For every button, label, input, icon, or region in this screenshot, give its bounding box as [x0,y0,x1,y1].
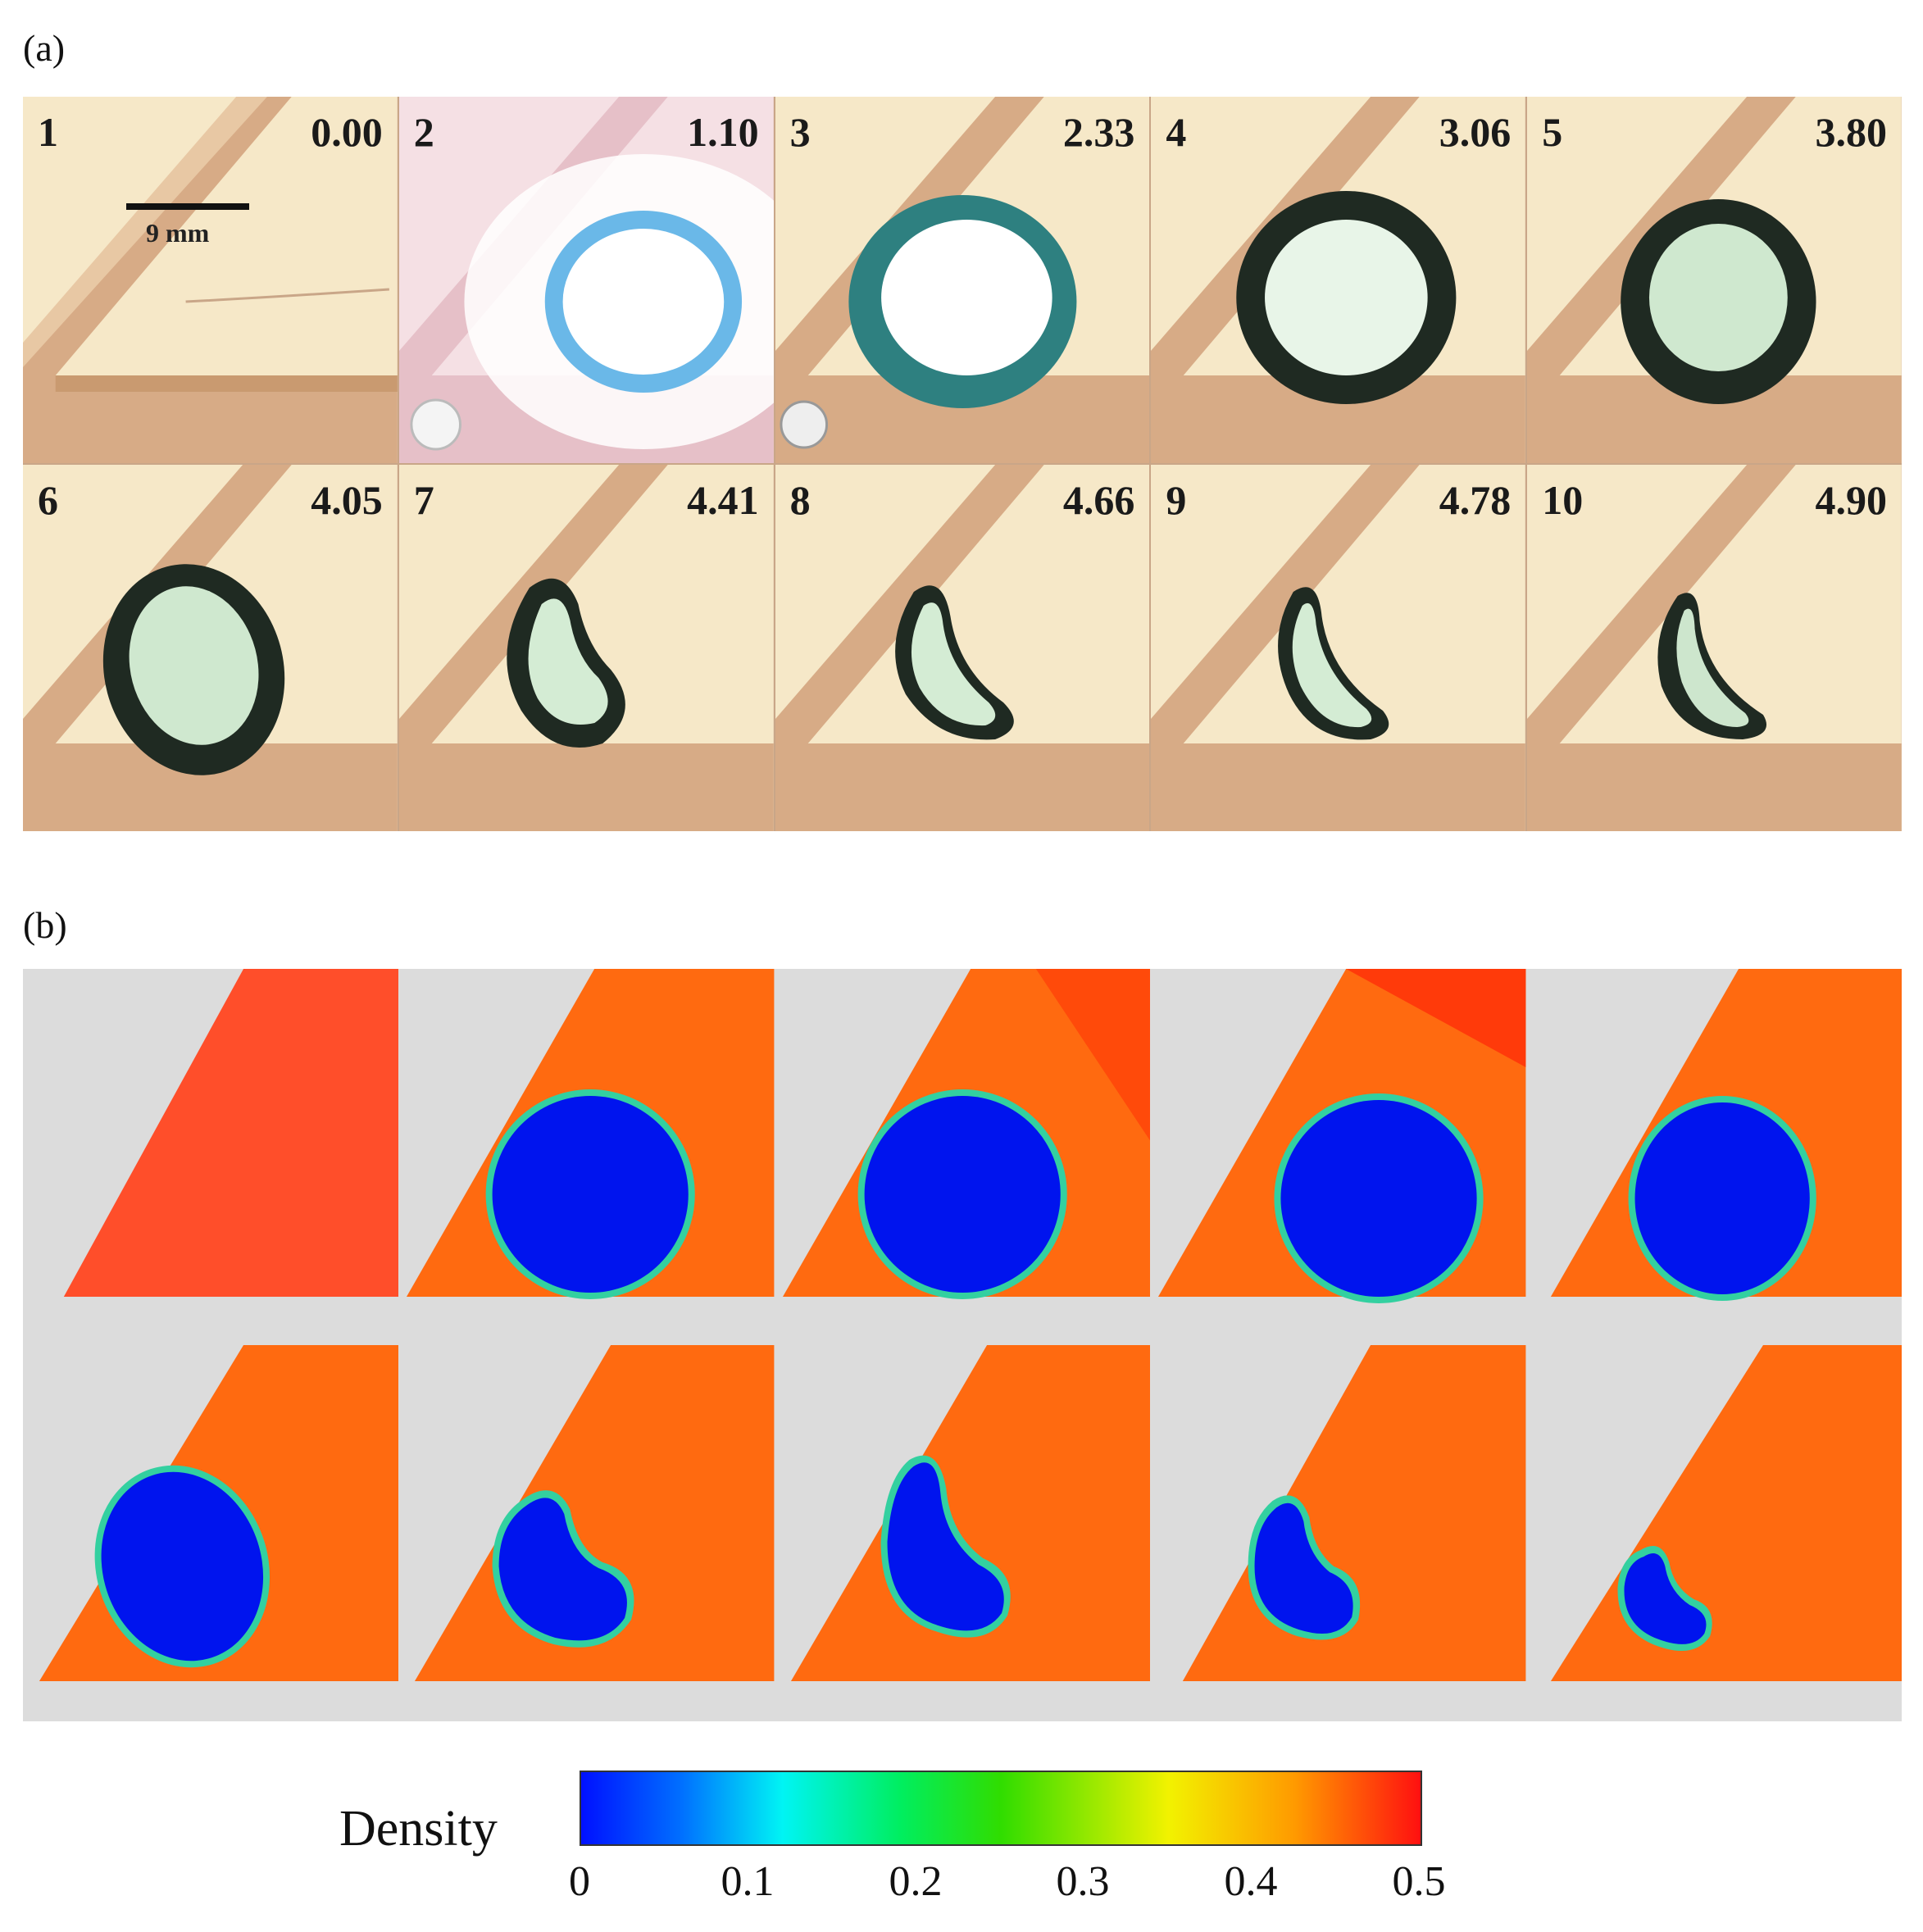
photo-frame-1: 1 0.00 9 mm [23,97,398,463]
sim-frame-4 [1150,969,1526,1345]
frame-time: 1.10 [687,109,759,155]
sim-frame-8 [775,1345,1151,1721]
frame-time: 3.80 [1815,109,1887,155]
scale-bar-label: 9 mm [146,218,210,248]
sim-frame-10 [1526,1345,1902,1721]
sim-frame-7 [398,1345,775,1721]
frame-index: 7 [413,477,434,523]
photo-frame-10: 10 4.90 [1527,465,1902,831]
colorbar-tick: 0.4 [1224,1858,1278,1905]
frame-index: 4 [1166,109,1187,155]
photo-frame-7: 7 4.41 [398,465,774,831]
colorbar-title: Density [339,1801,498,1857]
photo-frame-4: 4 3.06 [1151,97,1526,463]
frame-time: 4.66 [1062,477,1135,523]
frame-index: 10 [1542,477,1584,523]
photo-frame-8: 8 4.66 [775,465,1150,831]
frame-index: 2 [413,109,434,155]
frame-index: 9 [1166,477,1187,523]
frame-index: 5 [1542,109,1563,155]
frame-index: 8 [789,477,811,523]
sim-frame-9 [1150,1345,1526,1721]
frame-time: 0.00 [311,109,383,155]
photo-frame-5: 5 3.80 [1527,97,1902,463]
sim-frame-6 [23,1345,399,1721]
photo-frame-6: 6 4.05 [23,465,398,831]
colorbar-tick: 0.1 [721,1858,775,1905]
frame-time: 4.90 [1815,477,1887,523]
colorbar-tick: 0.3 [1056,1858,1110,1905]
panel-a-label: (a) [23,27,66,69]
photo-frame-2: 2 1.10 [398,97,774,463]
sim-frame-1 [23,969,399,1345]
sim-frame-5 [1526,969,1902,1345]
frame-time: 3.06 [1439,109,1512,155]
density-colorbar [580,1771,1422,1846]
frame-index: 3 [789,109,811,155]
frame-time: 4.05 [311,477,383,523]
colorbar-tick: 0.5 [1392,1858,1446,1905]
photo-frame-9: 9 4.78 [1151,465,1526,831]
colorbar-tick: 0 [569,1858,590,1905]
photo-frame-3: 3 2.33 [775,97,1150,463]
frame-time: 2.33 [1062,109,1135,155]
frame-index: 1 [38,109,58,155]
experimental-photo-grid: 1 0.00 9 mm 2 1.10 3 2.33 [23,97,1902,831]
frame-time: 4.78 [1439,477,1512,523]
sim-frame-2 [398,969,775,1345]
sim-frame-3 [775,969,1151,1345]
simulation-grid [23,969,1902,1721]
panel-b-label: (b) [23,904,67,946]
colorbar-tick: 0.2 [889,1858,943,1905]
scale-bar [126,203,249,210]
frame-index: 6 [38,477,58,523]
frame-time: 4.41 [687,477,759,523]
